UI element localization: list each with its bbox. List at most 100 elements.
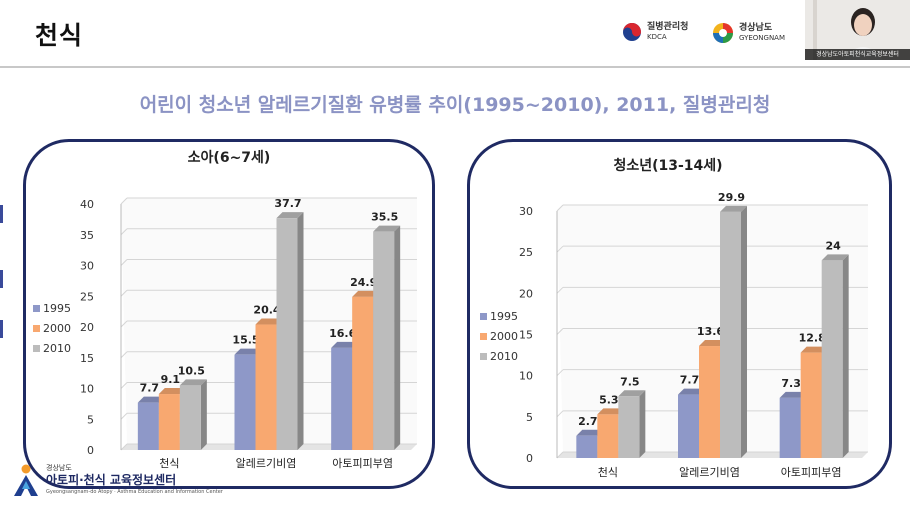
y-tick-label: 10 <box>519 370 533 383</box>
legend-label: 2000 <box>43 322 71 335</box>
gridline-diagonal <box>556 369 564 377</box>
bar-value-label: 9.1 <box>161 373 181 386</box>
x-category-label: 아토피피부염 <box>332 457 393 470</box>
gridline-diagonal <box>120 382 128 389</box>
chart-title: 소아(6~7세) <box>188 149 271 166</box>
bar-value-label: 24 <box>826 239 842 252</box>
bar <box>678 394 699 458</box>
gridline-diagonal <box>120 320 128 328</box>
bar-top <box>373 225 401 232</box>
y-tick-label: 5 <box>526 411 533 424</box>
chart-panel-children: 소아(6~7세) 0 5 10 15 20 25 30 35 40 7.7 9.1 10.5 천식 15.5… <box>23 139 435 489</box>
bar-value-label: 37.7 <box>274 197 301 210</box>
bar <box>800 352 822 458</box>
y-tick-label: 15 <box>80 352 94 365</box>
gridline-diagonal <box>556 328 564 335</box>
bar-top <box>255 318 283 325</box>
bar <box>618 396 640 458</box>
y-tick-label: 25 <box>519 246 533 259</box>
bar-top <box>276 212 304 219</box>
gridline-diagonal <box>556 245 564 253</box>
bar-side <box>842 254 849 458</box>
bar-value-label: 2.7 <box>578 415 598 428</box>
bar-top <box>597 408 625 415</box>
bar-top <box>800 346 828 353</box>
legend-swatch <box>480 353 487 360</box>
atopy-center-emblem-icon <box>14 464 38 496</box>
page-title: 천식 <box>35 21 84 50</box>
bar-value-label: 29.9 <box>718 191 745 204</box>
bar <box>234 354 256 450</box>
y-tick-label: 5 <box>87 413 94 426</box>
bar <box>576 435 598 458</box>
header-divider <box>0 66 910 68</box>
bar-value-label: 13.6 <box>697 325 724 338</box>
bar <box>720 211 741 458</box>
bar <box>179 385 201 450</box>
y-tick-label: 20 <box>519 287 533 300</box>
gyeongnam-logo-korean: 경상남도 <box>739 23 773 33</box>
footer-english-name: Gyeongsangnam-do Atopy · Asthma Educatio… <box>46 489 223 495</box>
gridline-diagonal <box>120 289 128 297</box>
bar-top <box>720 205 747 212</box>
bar-side <box>394 225 401 450</box>
chart-panel-adolescents: 청소년(13-14세) 0 5 10 15 20 25 30 2.7 5.3 7.5 천식 7.7 13.… <box>467 139 892 489</box>
legend-label: 2000 <box>490 330 518 343</box>
adolescent-bar-chart: 청소년(13-14세) 0 5 10 15 20 25 30 2.75.37.5 천식 7.7 13.… <box>480 158 868 479</box>
y-tick-label: 30 <box>80 260 94 273</box>
gridline-diagonal <box>120 228 128 236</box>
y-tick-label: 0 <box>87 444 94 457</box>
legend-swatch <box>480 333 487 340</box>
legend-swatch <box>33 345 40 352</box>
gridline-diagonal <box>120 443 128 451</box>
y-tick-label: 40 <box>80 198 94 211</box>
y-tick-label: 0 <box>526 452 533 465</box>
bar-top <box>618 390 646 397</box>
bar-top <box>821 254 849 261</box>
bar <box>137 402 159 450</box>
x-category-label: 천식 <box>159 456 179 470</box>
slide-title: 어린이 청소년 알레르기질환 유병률 추이(1995~2010), 2011, … <box>139 94 771 116</box>
legend-swatch <box>480 313 487 320</box>
gyeongnam-emblem-icon <box>713 23 733 43</box>
edge-marker <box>0 270 3 288</box>
gyeongnam-logo-english: GYEONGNAM <box>739 34 786 42</box>
footer-logo: 경상남도 아토피·천식 교육정보센터 Gyeongsangnam-do Atop… <box>12 462 223 498</box>
header: 천식 질병관리청 KDCA 경상남도 GYEONGNAM <box>0 0 910 66</box>
gridline-diagonal <box>120 197 128 205</box>
gridline-diagonal <box>120 412 128 420</box>
y-tick-label: 20 <box>80 321 94 334</box>
bar <box>597 414 619 458</box>
bar-top <box>678 388 705 395</box>
bar-top <box>779 391 807 398</box>
bar-value-label: 24.9 <box>350 276 377 289</box>
bar <box>699 346 720 458</box>
bar-side <box>639 390 646 458</box>
legend-label: 1995 <box>43 302 71 315</box>
gridline-diagonal <box>556 410 564 418</box>
bar <box>373 231 395 450</box>
bar <box>276 218 298 450</box>
bar-side <box>200 379 207 450</box>
bar-value-label: 7.7 <box>140 382 160 395</box>
webcam-caption: 경상남도아토피천식교육정보센터 <box>805 49 910 60</box>
gridline-diagonal <box>556 204 564 212</box>
y-tick-label: 15 <box>519 329 533 342</box>
bar-side <box>741 205 747 458</box>
gridline-diagonal <box>556 451 564 459</box>
y-tick-label: 10 <box>80 383 94 396</box>
kdca-emblem-icon <box>623 23 641 41</box>
edge-marker <box>0 320 3 338</box>
footer-region: 경상남도 <box>46 464 72 472</box>
bar <box>779 397 801 458</box>
kdca-logo-english: KDCA <box>647 33 667 41</box>
bar-value-label: 5.3 <box>599 393 619 406</box>
bar-top <box>179 379 207 386</box>
bar-value-label: 7.7 <box>680 374 700 387</box>
bar-value-label: 20.4 <box>253 304 280 317</box>
legend-label: 2010 <box>490 350 518 363</box>
x-category-label: 알레르기비염 <box>236 456 297 470</box>
legend-label: 1995 <box>490 310 518 323</box>
chart-title: 청소년(13-14세) <box>613 158 722 174</box>
x-category-label: 천식 <box>598 465 618 479</box>
